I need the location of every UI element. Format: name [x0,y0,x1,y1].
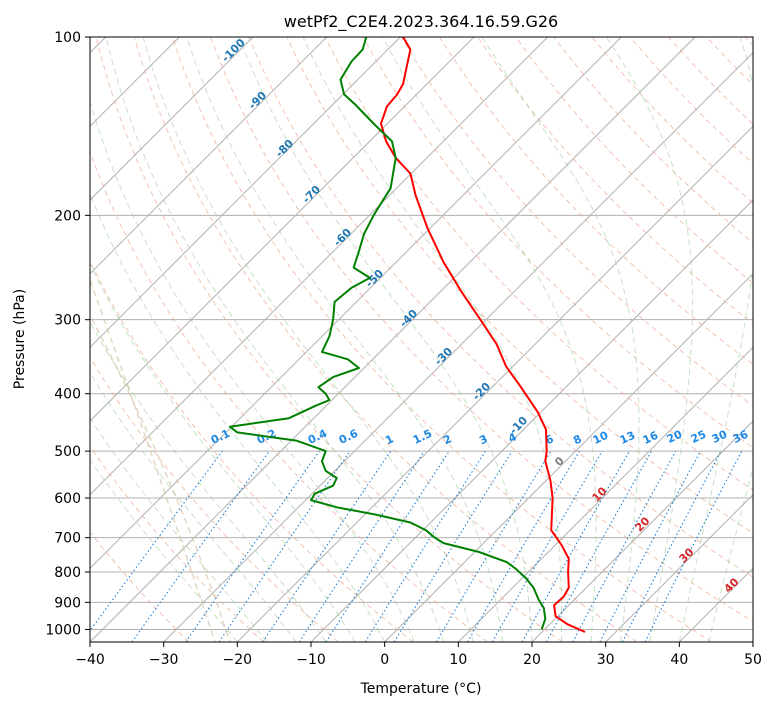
background-lines [90,37,753,642]
moist-adiabat-line [186,37,503,642]
mixing-ratio-line [521,450,630,642]
mixing-ratio-line [90,450,223,632]
dry-adiabat-line [95,37,563,642]
dry-adiabat-line [90,259,414,642]
dry-adiabat-arc [90,313,231,642]
x-tick-label: −40 [75,652,105,668]
dry-adiabat-line [90,150,488,642]
isotherm-line [384,272,753,642]
mixing-ratio-label: 13 [618,429,637,447]
x-axis-label: Temperature (°C) [360,681,482,697]
dry-adiabat-line [90,356,339,642]
moist-adiabat-line [90,371,297,642]
dry-adiabat-line [171,37,712,642]
dry-adiabat-line [210,37,753,623]
x-tick-label: −20 [223,652,253,668]
isotherm-line [90,37,254,201]
moist-adiabat-line [381,37,597,642]
sounding-profiles [229,37,586,633]
dewpoint-profile-line [229,37,547,630]
isotherm-line [605,493,753,642]
dry-adiabat-line [400,37,753,407]
x-tick-label: 0 [380,652,389,668]
dry-adiabat-line [286,37,753,534]
moist-adiabat-line [90,262,356,642]
plot-frame [89,36,754,643]
isotherm-line [90,37,549,496]
moist-adiabat-line [708,465,753,642]
dry-adiabat-line [438,37,753,366]
y-tick-label: 700 [54,531,81,547]
moist-adiabat-line [90,417,268,642]
y-tick-label: 200 [54,208,81,224]
isotherm-line [531,420,753,642]
mixing-ratio-line [325,450,450,642]
temperature-profile-line [380,37,586,633]
isotherm-line [236,125,753,642]
moist-adiabat-line [678,37,753,642]
mixing-ratio-line [262,450,392,642]
mixing-ratio-line [572,450,677,642]
dry-adiabat-arc [90,277,216,642]
mixing-ratio-label: 36 [731,428,751,446]
x-tick-label: 50 [744,652,762,668]
dry-adiabat-line [90,445,264,642]
isotherm-line [163,51,753,642]
x-tick-label: 20 [523,652,541,668]
moist-adiabat-line [105,37,445,642]
y-axis-ticks: 100 200 300 400 500 600 700 800 900 1000 [45,30,90,638]
y-tick-label: 100 [54,30,81,46]
x-tick-label: −30 [149,652,179,668]
mixing-ratio-label: 25 [689,428,708,446]
y-tick-label: 400 [54,387,81,403]
mixing-ratio-line [131,450,270,642]
x-tick-label: 10 [449,652,467,668]
y-tick-label: 800 [54,565,81,581]
isotherm-line [90,37,475,422]
x-tick-label: 40 [670,652,688,668]
isotherm-line [90,37,401,349]
dry-adiabat-line [90,531,190,642]
x-tick-label: −10 [296,652,326,668]
mixing-ratio-line [545,450,653,642]
isotherm-line [90,37,622,570]
x-tick-label: 30 [597,652,615,668]
y-tick-label: 300 [54,313,81,329]
y-tick-label: 900 [54,595,81,611]
isotherm-line [90,37,328,275]
moist-adiabat-line [481,37,640,642]
mixing-ratio-label: 20 [665,428,685,446]
moist-adiabat-line [142,37,474,642]
y-tick-label: 500 [54,444,81,460]
y-tick-label: 1000 [45,622,81,638]
y-tick-label: 600 [54,491,81,507]
moist-adiabat-line [90,192,386,642]
mixing-ratio-label: 10 [591,429,611,447]
moist-adiabat-line [90,321,327,642]
moist-adiabat-line [90,459,238,642]
dry-adiabat-line [248,37,753,578]
mixing-ratio-label: 16 [641,429,661,447]
chart-title: wetPf2_C2E4.2023.364.16.59.G26 [284,12,558,32]
dry-adiabat-line [515,37,753,284]
dry-adiabat-line [133,37,638,642]
mixing-ratio-line [298,450,425,642]
moist-adiabat-line [238,37,533,642]
isotherm-line [90,37,696,642]
mixing-ratio-line [644,450,743,642]
mixing-ratio-line [185,450,320,642]
moist-adiabat-line [606,37,693,642]
moist-adiabat-line [90,99,415,642]
mixing-ratio-line [393,450,513,642]
mixing-ratio-label: 30 [710,428,730,446]
x-axis-ticks: −40 −30 −20 −10 0 10 20 30 40 50 [75,642,762,668]
mixing-ratio-line [218,450,351,642]
y-axis-label: Pressure (hPa) [12,289,28,389]
